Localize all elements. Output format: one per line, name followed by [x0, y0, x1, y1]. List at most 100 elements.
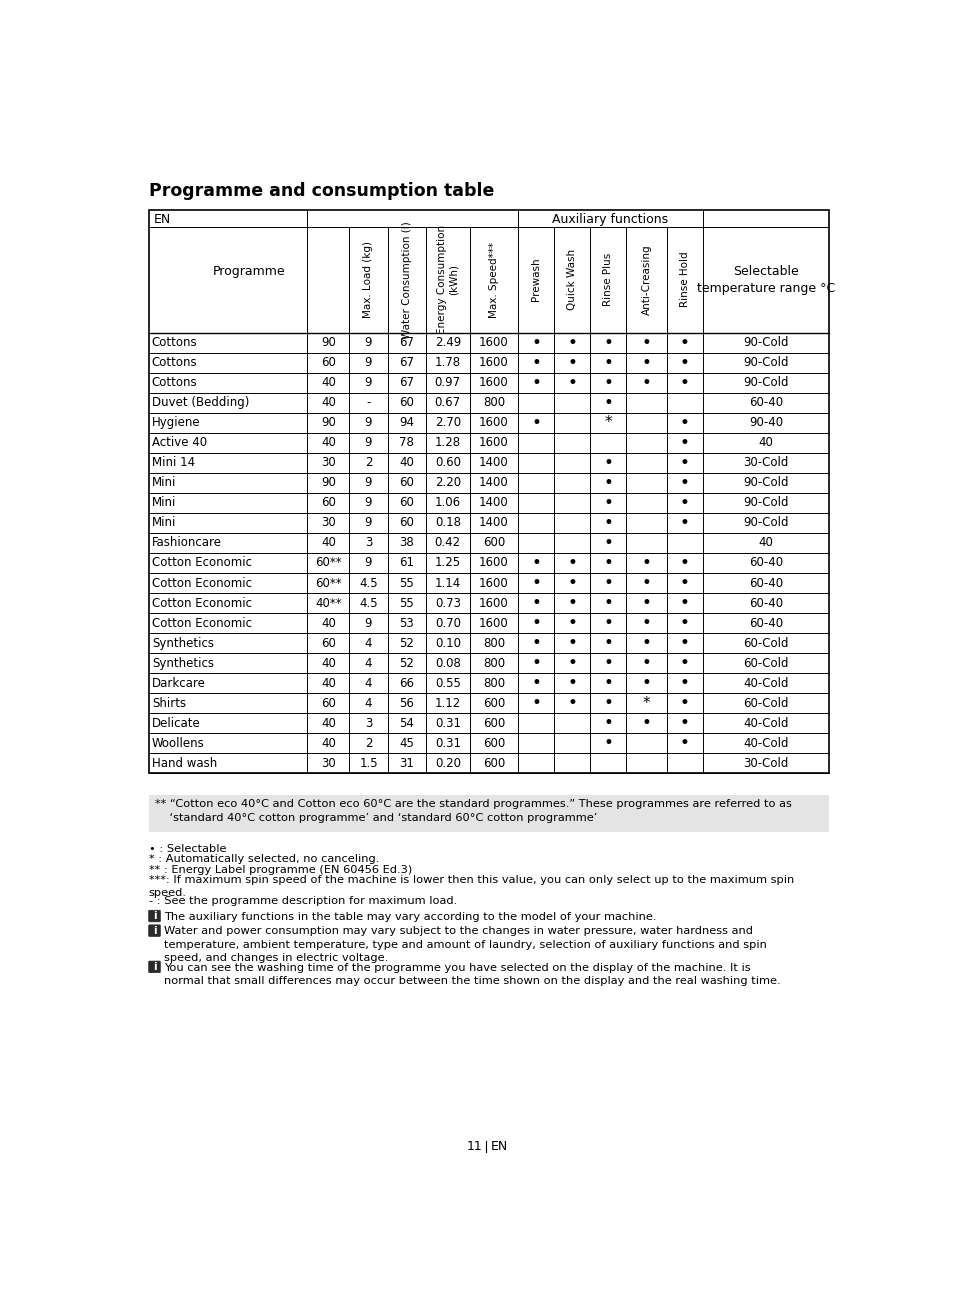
Text: 60-40: 60-40	[748, 617, 782, 630]
Text: 9: 9	[364, 477, 372, 490]
Text: Max. Speed***: Max. Speed***	[489, 241, 498, 317]
Text: 2: 2	[364, 456, 372, 469]
Text: 600: 600	[482, 537, 504, 549]
Text: Active 40: Active 40	[152, 436, 207, 449]
Text: 31: 31	[398, 757, 414, 770]
Text: 90: 90	[320, 477, 335, 490]
Text: 2: 2	[364, 736, 372, 749]
Text: •: •	[640, 714, 651, 732]
Text: Programme: Programme	[213, 266, 285, 279]
Text: 1400: 1400	[478, 516, 508, 529]
Text: Cottons: Cottons	[152, 376, 197, 389]
Text: Cotton Economic: Cotton Economic	[152, 557, 252, 570]
Text: 94: 94	[398, 417, 414, 430]
Text: 1400: 1400	[478, 477, 508, 490]
Text: •: •	[603, 453, 613, 472]
Text: •: •	[679, 593, 689, 612]
Text: The auxiliary functions in the table may vary according to the model of your mac: The auxiliary functions in the table may…	[164, 912, 656, 922]
Text: 1.25: 1.25	[435, 557, 460, 570]
Text: i: i	[152, 962, 156, 972]
Text: 9: 9	[364, 417, 372, 430]
Text: 0.31: 0.31	[435, 736, 460, 749]
Text: 60**: 60**	[314, 576, 341, 590]
Text: 0.67: 0.67	[435, 397, 460, 409]
Text: 4: 4	[364, 676, 372, 689]
Text: 600: 600	[482, 736, 504, 749]
Text: 0.73: 0.73	[435, 596, 460, 609]
Text: •: •	[679, 734, 689, 752]
Text: Anti-Creasing: Anti-Creasing	[640, 245, 651, 314]
Text: 40: 40	[758, 537, 773, 549]
Text: 30: 30	[320, 516, 335, 529]
Text: 4.5: 4.5	[358, 576, 377, 590]
Text: - : See the programme description for maximum load.: - : See the programme description for ma…	[149, 896, 456, 907]
Text: Rinse Plus: Rinse Plus	[602, 253, 613, 307]
Text: 0.70: 0.70	[435, 617, 460, 630]
Text: -: -	[366, 397, 371, 409]
Text: 600: 600	[482, 717, 504, 730]
Text: •: •	[603, 494, 613, 512]
Text: •: •	[679, 334, 689, 352]
Text: Hand wash: Hand wash	[152, 757, 217, 770]
Text: Woollens: Woollens	[152, 736, 204, 749]
Text: •: •	[679, 453, 689, 472]
Text: 66: 66	[398, 676, 414, 689]
Text: •: •	[603, 354, 613, 372]
Text: •: •	[531, 414, 540, 432]
Text: 60: 60	[320, 637, 335, 650]
Text: •: •	[603, 634, 613, 652]
Text: 40-Cold: 40-Cold	[742, 717, 788, 730]
Text: 3: 3	[364, 717, 372, 730]
Text: 53: 53	[399, 617, 414, 630]
Text: 9: 9	[364, 356, 372, 369]
Text: Hygiene: Hygiene	[152, 417, 200, 430]
Text: 60-Cold: 60-Cold	[742, 697, 788, 710]
Text: Cotton Economic: Cotton Economic	[152, 617, 252, 630]
Text: Mini: Mini	[152, 477, 176, 490]
Text: *: *	[642, 696, 650, 710]
Text: 4: 4	[364, 656, 372, 669]
Text: •: •	[531, 593, 540, 612]
Text: 60: 60	[320, 697, 335, 710]
Text: 90-Cold: 90-Cold	[742, 496, 788, 510]
Text: 1600: 1600	[478, 617, 508, 630]
Text: •: •	[603, 675, 613, 692]
Text: 90: 90	[320, 337, 335, 350]
Text: i: i	[152, 926, 156, 935]
Text: 40: 40	[320, 736, 335, 749]
Text: •: •	[679, 474, 689, 493]
Text: •: •	[679, 654, 689, 672]
Text: •: •	[603, 373, 613, 392]
Text: •: •	[640, 373, 651, 392]
Text: •: •	[603, 554, 613, 572]
Text: •: •	[679, 354, 689, 372]
Text: 90-Cold: 90-Cold	[742, 356, 788, 369]
Text: •: •	[679, 614, 689, 631]
Text: •: •	[603, 614, 613, 631]
Text: 0.10: 0.10	[435, 637, 460, 650]
Text: •: •	[640, 574, 651, 592]
Text: 60: 60	[320, 356, 335, 369]
Text: •: •	[603, 514, 613, 532]
Text: 1.78: 1.78	[435, 356, 460, 369]
Text: Mini: Mini	[152, 496, 176, 510]
Text: •: •	[567, 614, 577, 631]
Text: Cottons: Cottons	[152, 356, 197, 369]
Text: •: •	[640, 354, 651, 372]
FancyBboxPatch shape	[149, 910, 160, 922]
Text: 9: 9	[364, 617, 372, 630]
Text: Darkcare: Darkcare	[152, 676, 206, 689]
Text: 40: 40	[320, 717, 335, 730]
Text: 40: 40	[320, 436, 335, 449]
Text: 1600: 1600	[478, 417, 508, 430]
Text: Mini 14: Mini 14	[152, 456, 194, 469]
Text: 11: 11	[466, 1140, 482, 1153]
Text: 30-Cold: 30-Cold	[742, 456, 788, 469]
Text: •: •	[679, 554, 689, 572]
Text: 40: 40	[758, 436, 773, 449]
Text: 1600: 1600	[478, 436, 508, 449]
Text: 40: 40	[320, 617, 335, 630]
Text: 60-40: 60-40	[748, 397, 782, 409]
Text: 9: 9	[364, 516, 372, 529]
Text: 1.06: 1.06	[435, 496, 460, 510]
